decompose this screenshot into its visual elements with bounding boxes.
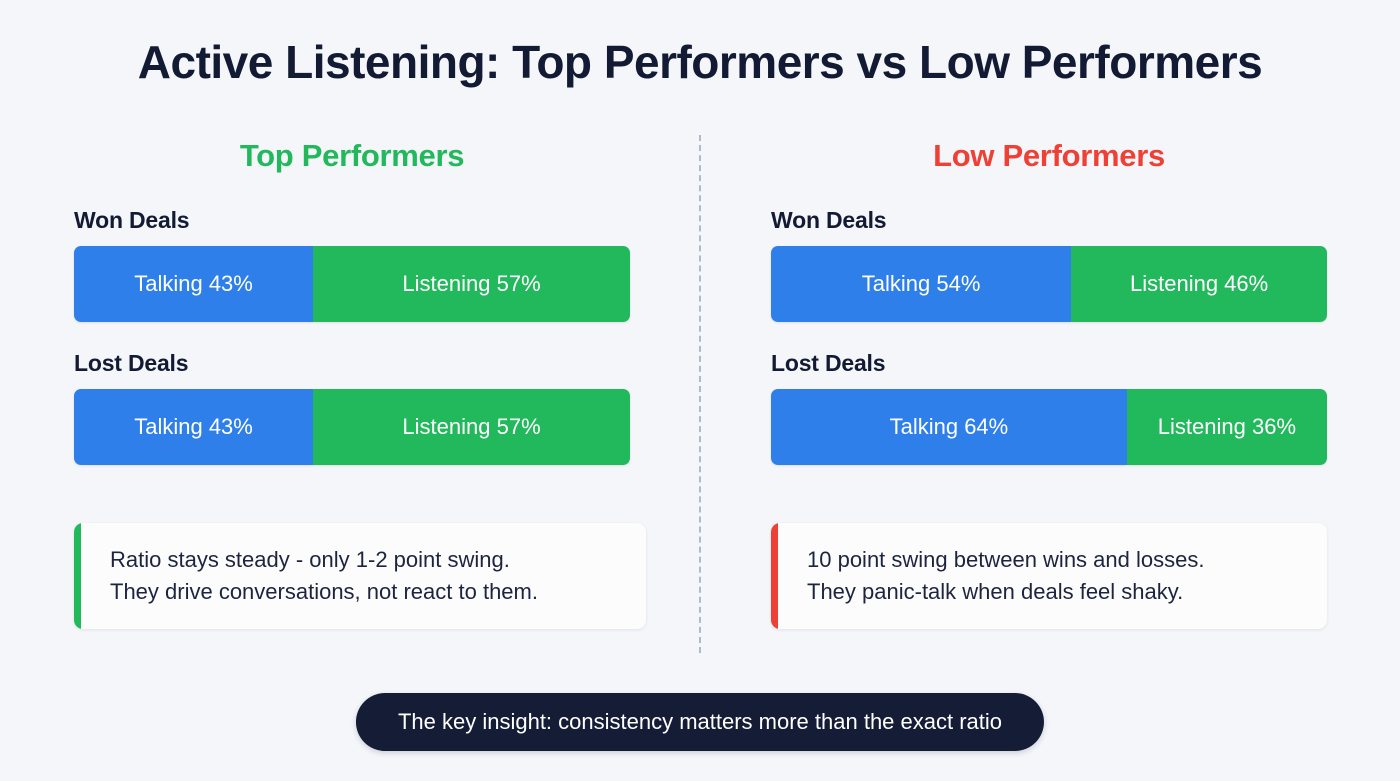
callout-top-performers: Ratio stays steady - only 1-2 point swin… bbox=[74, 523, 646, 629]
callout-accent-bar bbox=[771, 523, 778, 629]
deal-group-low-lost: Lost Deals Talking 64% Listening 36% bbox=[771, 350, 1327, 465]
bar-segment-listening: Listening 57% bbox=[313, 246, 630, 322]
deal-label-lost: Lost Deals bbox=[771, 350, 886, 376]
stacked-bar-top-lost: Talking 43% Listening 57% bbox=[74, 389, 630, 465]
bar-segment-talking: Talking 54% bbox=[771, 246, 1072, 322]
deal-group-low-won: Won Deals Talking 54% Listening 46% bbox=[771, 207, 1327, 322]
callout-accent-bar bbox=[74, 523, 81, 629]
bar-segment-talking: Talking 43% bbox=[74, 389, 314, 465]
column-low-performers: Low Performers Won Deals Talking 54% Lis… bbox=[771, 132, 1327, 629]
deal-label-won: Won Deals bbox=[771, 207, 887, 233]
bar-segment-listening: Listening 46% bbox=[1071, 246, 1327, 322]
stacked-bar-top-won: Talking 43% Listening 57% bbox=[74, 246, 630, 322]
column-heading-top-performers: Top Performers bbox=[239, 138, 465, 174]
deal-label-lost: Lost Deals bbox=[74, 350, 189, 376]
stacked-bar-low-won: Talking 54% Listening 46% bbox=[771, 246, 1327, 322]
callout-text: 10 point swing between wins and losses. … bbox=[807, 547, 1205, 604]
key-insight-pill: The key insight: consistency matters mor… bbox=[355, 693, 1045, 751]
callout-low-performers: 10 point swing between wins and losses. … bbox=[771, 523, 1327, 629]
bar-segment-talking: Talking 64% bbox=[771, 389, 1127, 465]
column-heading-low-performers: Low Performers bbox=[933, 138, 1165, 174]
bar-segment-listening: Listening 57% bbox=[313, 389, 630, 465]
comparison-columns: Top Performers Won Deals Talking 43% Lis… bbox=[0, 132, 1400, 662]
callout-text: Ratio stays steady - only 1-2 point swin… bbox=[110, 547, 538, 604]
bar-segment-listening: Listening 36% bbox=[1126, 389, 1327, 465]
column-top-performers: Top Performers Won Deals Talking 43% Lis… bbox=[74, 132, 646, 629]
deal-group-top-lost: Lost Deals Talking 43% Listening 57% bbox=[74, 350, 630, 465]
page-title: Active Listening: Top Performers vs Low … bbox=[137, 36, 1263, 88]
stacked-bar-low-lost: Talking 64% Listening 36% bbox=[771, 389, 1327, 465]
column-divider bbox=[699, 135, 701, 653]
bar-segment-talking: Talking 43% bbox=[74, 246, 314, 322]
deal-label-won: Won Deals bbox=[74, 207, 190, 233]
deal-group-top-won: Won Deals Talking 43% Listening 57% bbox=[74, 207, 630, 322]
